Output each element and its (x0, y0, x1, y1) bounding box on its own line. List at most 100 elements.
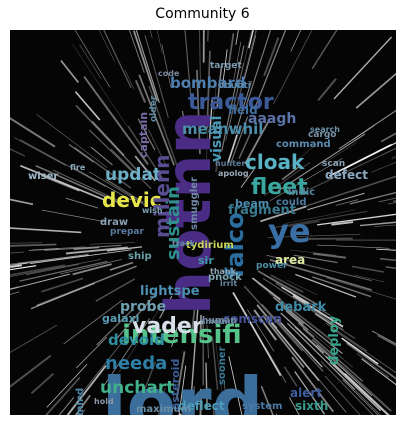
star-streak (181, 110, 187, 134)
star-streak (10, 286, 20, 290)
star-streak (243, 285, 304, 352)
word-cloak: cloak (245, 150, 305, 174)
word-fragment: fragment (228, 203, 296, 218)
word-wiser: wiser (28, 171, 59, 182)
star-streak (392, 200, 396, 203)
star-streak (118, 303, 163, 374)
star-streak (19, 260, 108, 282)
star-streak (10, 251, 25, 254)
star-streak (273, 296, 343, 355)
word-aaagh: aaagh (248, 111, 297, 127)
word-draw: draw (100, 217, 129, 228)
star-streak (83, 75, 149, 165)
star-streak (314, 313, 335, 327)
star-streak (190, 302, 199, 398)
star-streak (324, 375, 361, 415)
star-streak (225, 62, 244, 141)
star-streak (274, 210, 368, 229)
star-streak (228, 356, 243, 415)
star-streak (281, 165, 301, 181)
star-streak (128, 30, 145, 73)
word-older: older (149, 95, 159, 122)
word-devoid: devoid (108, 331, 165, 349)
word-system: system (242, 401, 283, 412)
star-streak (292, 294, 344, 328)
word-debark: debark (275, 300, 327, 315)
word-vader: vader (132, 314, 203, 339)
word-defect: defect (325, 168, 368, 182)
star-streak (235, 30, 239, 45)
star-streak (74, 168, 132, 201)
star-streak (171, 327, 178, 348)
word-fleet: fleet (251, 175, 308, 200)
word-lord: lord (102, 362, 264, 415)
star-streak (10, 291, 20, 295)
star-streak (338, 109, 396, 150)
word-sixth: sixth (295, 399, 329, 413)
star-streak (184, 30, 193, 107)
star-streak (260, 205, 307, 223)
star-streak (295, 273, 357, 298)
star-streak (65, 246, 128, 255)
star-streak (308, 147, 396, 190)
word-meanwhil: meanwhil (182, 120, 264, 138)
star-streak (10, 259, 102, 277)
star-streak (361, 358, 396, 386)
word-smuggler: smuggler (189, 177, 200, 230)
star-streak (317, 78, 337, 101)
star-streak (265, 347, 287, 383)
star-streak (338, 373, 381, 415)
star-streak (45, 176, 80, 192)
star-streak (72, 44, 128, 127)
star-streak (354, 274, 385, 283)
word-prepar: prepar (110, 227, 144, 237)
star-streak (297, 322, 315, 338)
star-streak (10, 273, 70, 290)
star-streak (109, 261, 134, 271)
word-could: could (276, 197, 307, 208)
star-streak (333, 36, 393, 100)
star-streak (13, 137, 66, 166)
star-streak (90, 146, 113, 166)
word-captain: captain (137, 111, 150, 158)
star-streak (257, 270, 318, 306)
star-streak (10, 243, 57, 247)
star-streak (380, 132, 396, 143)
star-streak (309, 308, 356, 340)
star-streak (26, 263, 80, 276)
word-sooner: sooner (217, 346, 228, 385)
star-streak (285, 310, 309, 331)
star-streak (10, 198, 34, 206)
star-streak (10, 264, 66, 276)
star-streak (248, 30, 254, 49)
star-streak (215, 343, 226, 415)
star-streak (260, 385, 274, 415)
star-streak (58, 397, 75, 415)
star-streak (311, 30, 338, 70)
star-streak (78, 334, 129, 397)
star-streak (251, 277, 281, 301)
star-streak (207, 30, 209, 42)
hyperspace-background (10, 30, 396, 415)
star-streak (211, 336, 219, 390)
star-streak (101, 318, 151, 390)
star-streak (335, 199, 359, 206)
star-streak (253, 309, 277, 341)
star-streak (291, 356, 335, 413)
star-streak (10, 324, 58, 353)
star-streak (74, 30, 111, 88)
star-streak (134, 80, 147, 103)
star-streak (10, 117, 56, 148)
star-streak (356, 353, 390, 378)
star-streak (223, 383, 230, 415)
star-streak (103, 30, 132, 89)
word-deflect: deflect (178, 399, 225, 413)
star-streak (10, 262, 28, 266)
star-streak (349, 191, 396, 205)
star-streak (192, 386, 195, 415)
star-streak (137, 118, 156, 151)
star-streak (245, 30, 272, 106)
star-streak (205, 114, 209, 171)
star-streak (269, 158, 343, 202)
star-streak (316, 344, 373, 396)
